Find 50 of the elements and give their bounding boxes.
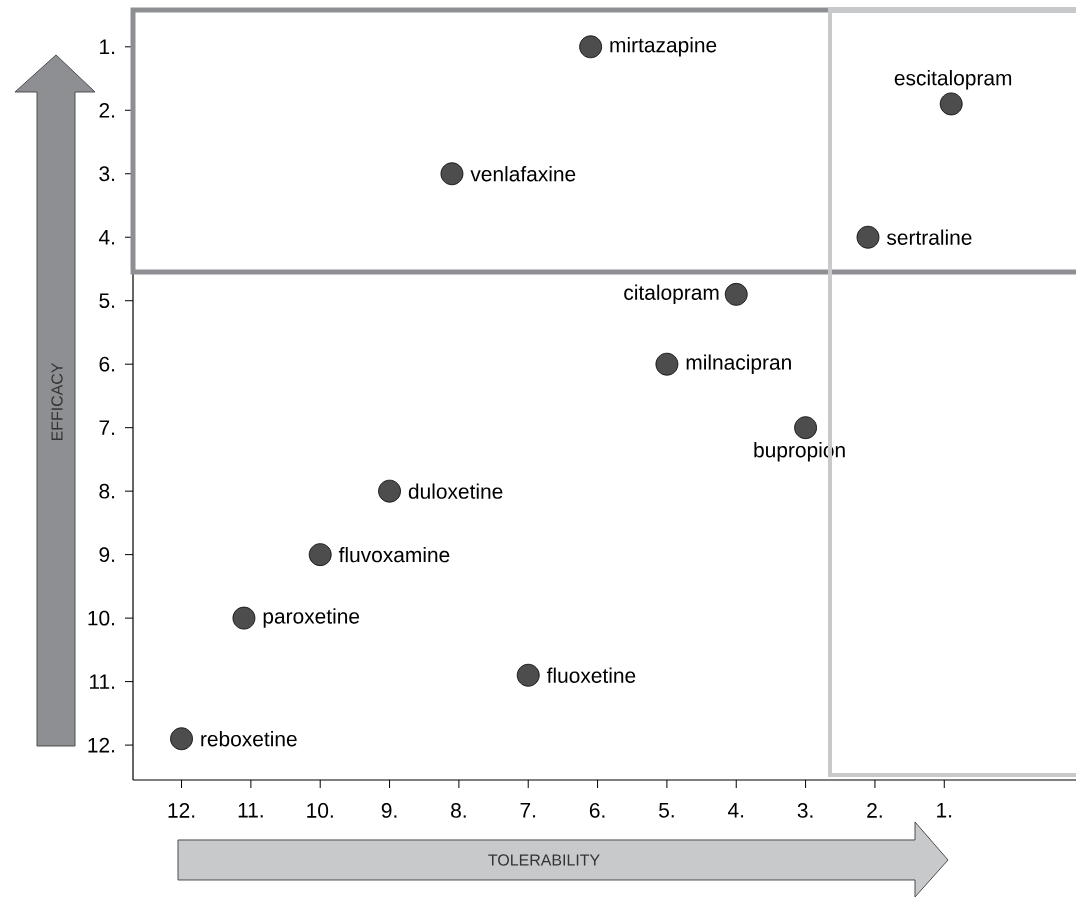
point [794, 416, 817, 440]
point [724, 282, 748, 306]
point [516, 663, 540, 687]
annotation: bupropion [754, 442, 845, 462]
annotation: duloxetine [408, 483, 503, 499]
point [856, 225, 880, 249]
y-tick-label: 2. [99, 102, 115, 118]
y-tick-label: 1. [100, 39, 115, 54]
y-tick-label: 5. [99, 293, 115, 309]
point [939, 92, 963, 116]
x-tick-label: 3. [797, 803, 813, 818]
y-tick-label: 6. [99, 356, 115, 372]
annotation: citalopram [624, 284, 719, 305]
y-tick-label: 4. [98, 230, 115, 245]
point [579, 35, 603, 59]
x-tick-label: 6. [589, 803, 605, 818]
y-tick-label: 9. [99, 547, 115, 563]
x-tick-label: 2. [867, 803, 882, 818]
y-tick-label: 7. [99, 420, 115, 435]
annotation: escitalopram [894, 70, 1012, 90]
annotation: paroxetine [263, 608, 360, 628]
x-tick-label: 10. [307, 803, 333, 818]
y-axis-title: EFFICACY [51, 362, 63, 441]
x-tick-label: 12. [168, 803, 195, 818]
point [440, 162, 464, 186]
point [378, 479, 401, 503]
y-tick-label: 12. [88, 737, 115, 753]
point [655, 352, 679, 376]
annotation: fluvoxamine [338, 546, 450, 563]
annotation: fluoxetine [546, 667, 636, 683]
y-tick-label: 3. [99, 166, 115, 182]
x-tick-label: 9. [381, 803, 397, 818]
x-tick-label: 11. [238, 803, 263, 818]
point [308, 543, 332, 567]
x-axis-title: TOLERABILITY [488, 854, 600, 866]
annotation: reboxetine [201, 731, 297, 747]
annotation: sertraline [886, 229, 972, 245]
x-tick-label: 8. [451, 803, 466, 818]
point [232, 606, 256, 630]
annotation: venlafaxine [470, 166, 576, 182]
y-tick-label: 11. [90, 674, 115, 689]
x-tick-label: 4. [727, 803, 744, 818]
point [170, 727, 193, 751]
y-tick-label: 10. [88, 610, 115, 626]
x-tick-label: 7. [520, 803, 536, 818]
annotation: milnacipran [686, 354, 791, 374]
y-tick-label: 8. [99, 483, 115, 499]
x-tick-label: 5. [659, 803, 674, 818]
annotation: mirtazapine [610, 37, 717, 57]
x-tick-label: 1. [937, 803, 952, 818]
